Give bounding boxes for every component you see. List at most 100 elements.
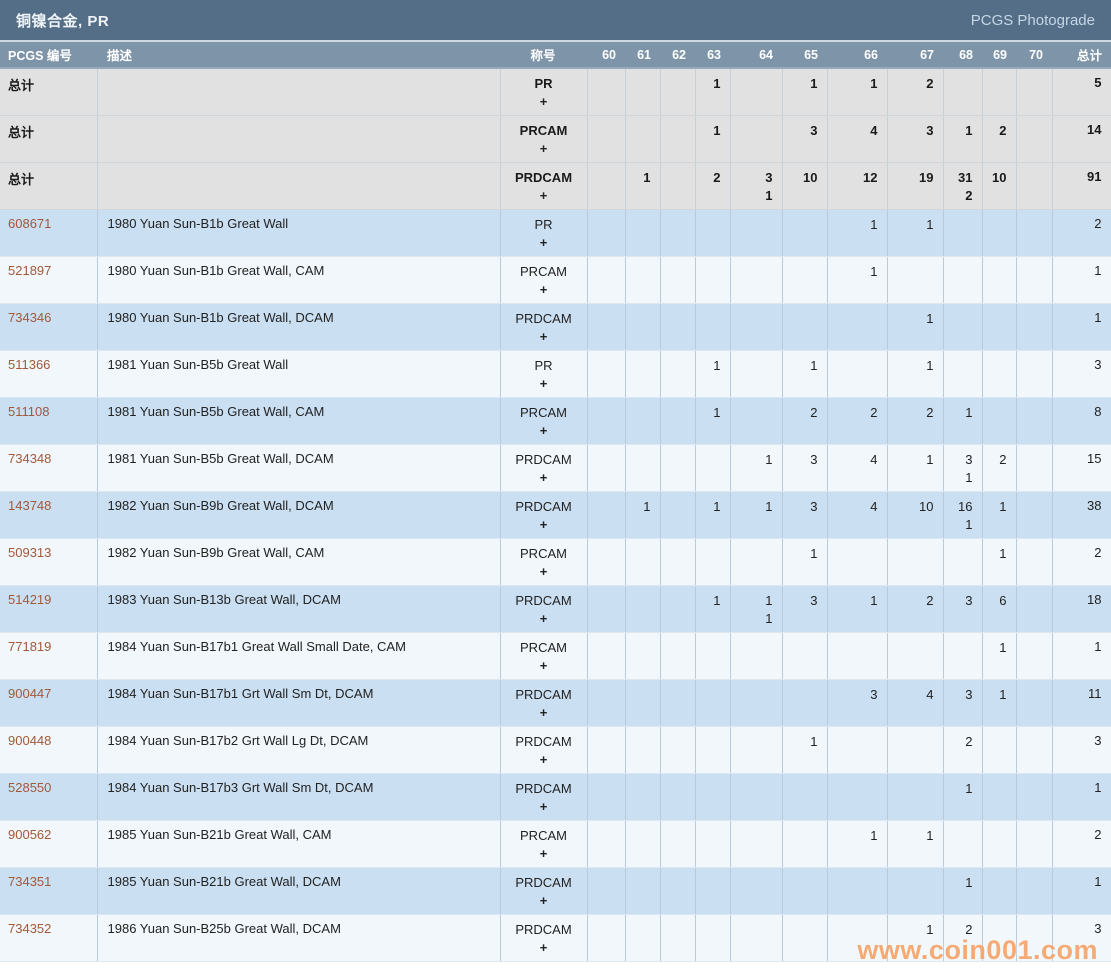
grade-count bbox=[783, 921, 818, 938]
grade-69-cell bbox=[982, 303, 1017, 351]
grade-count bbox=[983, 216, 1007, 233]
designation-label: PRCAM bbox=[520, 639, 567, 655]
designation-cell: PRDCAM + bbox=[500, 773, 588, 821]
grade-count: 1 bbox=[765, 592, 773, 608]
grade-66-cell: 4 bbox=[827, 115, 888, 163]
grade-69-cell: 1 bbox=[982, 538, 1017, 586]
pcgs-number-link[interactable]: 608671 bbox=[8, 215, 52, 231]
total-cell: 1 bbox=[1052, 632, 1111, 680]
grade-66-cell bbox=[827, 632, 888, 680]
pcgs-number-cell: 900562 bbox=[0, 820, 98, 868]
page-title: 铜镍合金, PR bbox=[16, 12, 110, 30]
pcgs-number-link[interactable]: 509313 bbox=[8, 544, 52, 560]
pcgs-number-link[interactable]: 900562 bbox=[8, 826, 52, 842]
grade-61-cell bbox=[625, 68, 661, 116]
grade-count: 19 bbox=[919, 169, 934, 185]
grade-70-cell bbox=[1016, 491, 1053, 539]
grade-count bbox=[731, 686, 773, 703]
table-row: 509313 1982 Yuan Sun-B9b Great Wall, CAM P… bbox=[0, 538, 1111, 586]
pcgs-number-link[interactable]: 511108 bbox=[8, 403, 50, 419]
grade-67-cell: 2 bbox=[887, 397, 944, 445]
grade-count bbox=[588, 686, 616, 703]
grade-count: 1 bbox=[713, 76, 721, 91]
grade-count bbox=[828, 639, 878, 656]
grade-count bbox=[696, 216, 721, 233]
grade-count bbox=[888, 874, 934, 891]
grade-64-cell bbox=[730, 350, 783, 398]
pcgs-number-link[interactable]: 143748 bbox=[8, 497, 52, 513]
plus-designation-label: + bbox=[539, 469, 548, 485]
grade-68-cell bbox=[943, 256, 983, 304]
grade-count bbox=[661, 733, 686, 750]
grade-67-cell bbox=[887, 726, 944, 774]
summary-total-label: 总计 bbox=[8, 124, 35, 140]
grade-63-cell bbox=[695, 867, 731, 915]
pcgs-number-link[interactable]: 900447 bbox=[8, 685, 52, 701]
grade-69-cell bbox=[982, 397, 1017, 445]
plus-designation-label: + bbox=[539, 422, 548, 438]
description-cell: 1985 Yuan Sun-B21b Great Wall, CAM bbox=[97, 820, 501, 868]
pcgs-number-link[interactable]: 528550 bbox=[8, 779, 52, 795]
grade-count bbox=[696, 686, 721, 703]
designation-label: PR bbox=[534, 357, 553, 373]
designation-label: PRDCAM bbox=[515, 733, 572, 749]
description-cell: 1981 Yuan Sun-B5b Great Wall bbox=[97, 350, 501, 398]
grade-count: 1 bbox=[926, 921, 934, 937]
grade-69-cell: 1 bbox=[982, 491, 1017, 539]
grade-count bbox=[626, 733, 651, 750]
designation-cell: PRDCAM + bbox=[500, 914, 588, 962]
pcgs-number-link[interactable]: 734351 bbox=[8, 873, 52, 889]
pcgs-number-link[interactable]: 734352 bbox=[8, 920, 52, 936]
pcgs-number-link[interactable]: 734346 bbox=[8, 309, 52, 325]
grade-66-cell: 1 bbox=[827, 209, 888, 257]
pcgs-number-link[interactable]: 900448 bbox=[8, 732, 52, 748]
grade-count bbox=[661, 169, 686, 186]
grade-count bbox=[588, 451, 616, 468]
grade-67-cell: 1 bbox=[887, 350, 944, 398]
grade-67-cell: 1 bbox=[887, 444, 944, 492]
grade-63-cell bbox=[695, 632, 731, 680]
grade-61-cell bbox=[625, 397, 661, 445]
grade-count bbox=[626, 780, 651, 797]
grade-62-cell bbox=[660, 256, 696, 304]
total-cell: 1 bbox=[1052, 303, 1111, 351]
grade-count bbox=[661, 451, 686, 468]
grade-66-cell bbox=[827, 303, 888, 351]
grade-63-cell bbox=[695, 256, 731, 304]
pcgs-number-link[interactable]: 734348 bbox=[8, 450, 52, 466]
grade-60-cell bbox=[587, 256, 626, 304]
designation-cell: PRCAM + bbox=[500, 397, 588, 445]
grade-count bbox=[731, 404, 773, 421]
grade-63-cell: 1 bbox=[695, 115, 731, 163]
grade-68-cell bbox=[943, 632, 983, 680]
column-header-67: 67 bbox=[887, 42, 943, 69]
pcgs-number-link[interactable]: 514219 bbox=[8, 591, 52, 607]
designation-label: PRCAM bbox=[520, 404, 567, 420]
designation-cell: PRCAM + bbox=[500, 256, 588, 304]
grade-count bbox=[888, 545, 934, 562]
grade-67-cell: 1 bbox=[887, 914, 944, 962]
photograde-link[interactable]: PCGS Photograde bbox=[970, 11, 1095, 29]
pcgs-number-link[interactable]: 771819 bbox=[8, 638, 52, 654]
grade-count bbox=[588, 357, 616, 374]
designation-label: PRDCAM bbox=[515, 451, 572, 467]
total-cell: 1 bbox=[1052, 256, 1111, 304]
plus-designation-label: + bbox=[539, 328, 548, 344]
grade-68-cell bbox=[943, 209, 983, 257]
grade-count: 4 bbox=[926, 686, 934, 702]
grade-count: 1 bbox=[926, 451, 934, 467]
plus-designation-label: + bbox=[539, 845, 548, 861]
pcgs-number-link[interactable]: 521897 bbox=[8, 262, 52, 278]
pcgs-number-link[interactable]: 511366 bbox=[8, 356, 51, 372]
grade-69-cell bbox=[982, 726, 1017, 774]
grade-70-cell bbox=[1016, 726, 1053, 774]
pcgs-number-cell: 608671 bbox=[0, 209, 98, 257]
grade-69-cell bbox=[982, 256, 1017, 304]
grade-64-cell bbox=[730, 632, 783, 680]
grade-count bbox=[731, 310, 773, 327]
grade-69-cell: 2 bbox=[982, 444, 1017, 492]
grade-count bbox=[696, 733, 721, 750]
designation-label: PRDCAM bbox=[514, 169, 573, 185]
grade-count: 1 bbox=[965, 780, 973, 796]
grade-63-cell: 1 bbox=[695, 68, 731, 116]
